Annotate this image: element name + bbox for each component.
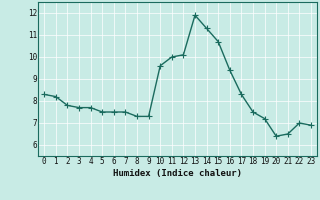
X-axis label: Humidex (Indice chaleur): Humidex (Indice chaleur)	[113, 169, 242, 178]
